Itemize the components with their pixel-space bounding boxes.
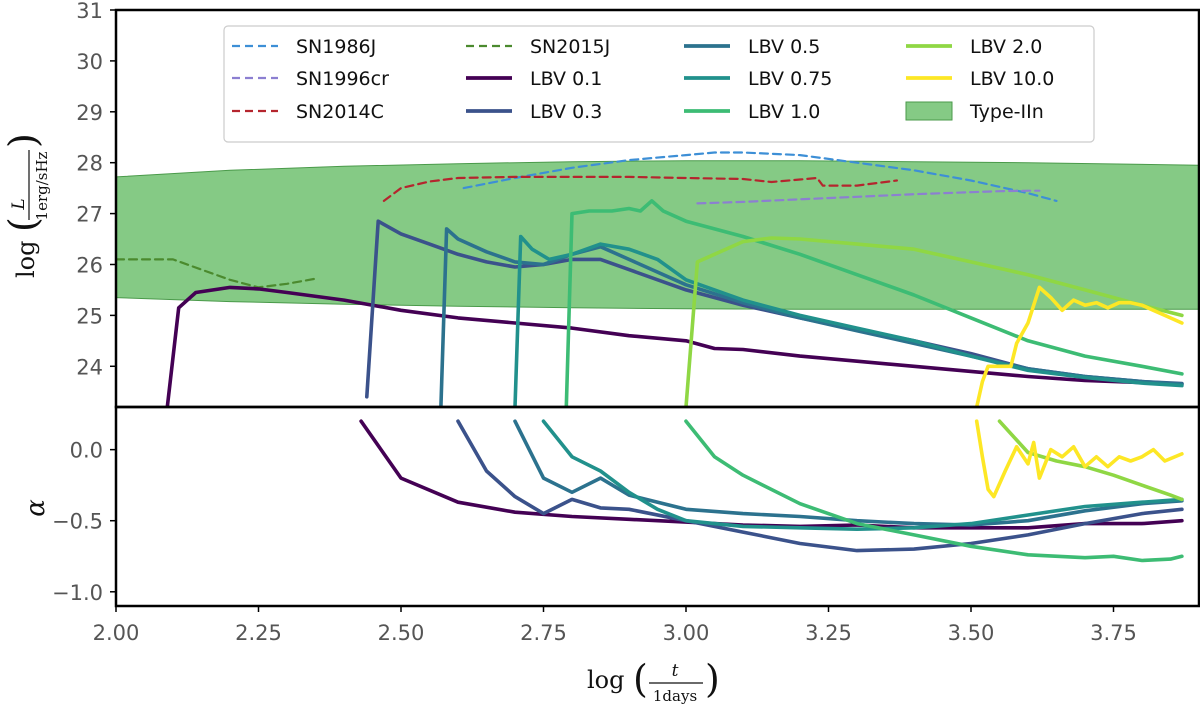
x-tick-label: 3.50 — [948, 621, 995, 645]
y-tick-label-alpha: 0.0 — [70, 439, 103, 463]
series-sn2014c — [382, 175, 899, 202]
luminosity-axis-denominator: 1erg/sHz — [33, 151, 51, 220]
y-tick-label-alpha: −0.5 — [52, 510, 103, 534]
alpha-axis-label: α — [21, 499, 51, 517]
luminosity-axis-right-paren: ) — [1, 133, 45, 148]
series-lbv-2-0 — [684, 236, 1184, 407]
y-tick-label-luminosity: 31 — [76, 0, 103, 23]
y-tick-label-alpha: −1.0 — [52, 581, 103, 605]
legend-label-lbv-10-0: LBV 10.0 — [970, 68, 1054, 90]
series-lbv-2-0-alpha — [997, 419, 1184, 502]
legend-label-lbv-1-0: LBV 1.0 — [748, 101, 820, 123]
x-tick-label: 3.00 — [663, 621, 710, 645]
alpha-series-layer — [359, 419, 1184, 563]
alpha-panel-frame — [114, 405, 1200, 608]
y-tick-label-luminosity: 26 — [76, 253, 103, 277]
series-sn1996cr — [696, 189, 1041, 205]
legend-label-sn1996cr: SN1996cr — [296, 68, 389, 90]
legend-label-lbv-0-1: LBV 0.1 — [530, 68, 602, 90]
x-tick-label: 3.75 — [1090, 621, 1137, 645]
axis-ticks: 2.00 2.25 2.50 2.75 3.00 3.25 3.50 3.75 24 25 26 27… — [52, 0, 1137, 645]
legend-label-lbv-0-3: LBV 0.3 — [530, 101, 602, 123]
y-tick-label-luminosity: 25 — [76, 304, 103, 328]
series-sn2015j — [116, 258, 317, 289]
series-lbv-1-0 — [564, 199, 1184, 407]
series-lbv-10-0 — [974, 285, 1184, 407]
series-lbv-0-75 — [513, 234, 1184, 407]
luminosity-series-layer — [116, 151, 1184, 407]
x-tick-label: 2.75 — [520, 621, 567, 645]
legend-label-lbv-2-0: LBV 2.0 — [970, 36, 1042, 58]
y-tick-label-luminosity: 27 — [76, 203, 103, 227]
series-lbv-1-0-alpha — [684, 419, 1184, 563]
series-lbv-0-75-alpha — [541, 419, 1184, 532]
y-tick-label-luminosity: 30 — [76, 50, 103, 74]
type-iin-band-layer — [116, 160, 1199, 310]
series-lbv-0-1 — [165, 285, 1184, 407]
time-axis-numerator: t — [672, 661, 679, 681]
time-axis-label: log ( t 1days ) — [587, 657, 720, 705]
x-tick-label: 2.50 — [378, 621, 425, 645]
x-tick-label: 3.25 — [805, 621, 852, 645]
y-tick-label-luminosity: 29 — [76, 101, 103, 125]
luminosity-axis-left-paren: ( — [1, 217, 45, 232]
y-tick-label-luminosity: 28 — [76, 152, 103, 176]
legend-label-lbv-0-5: LBV 0.5 — [748, 36, 820, 58]
time-axis-right-paren: ) — [705, 657, 720, 701]
legend-label-sn2014c: SN2014C — [296, 101, 384, 123]
series-lbv-0-5-alpha — [513, 419, 1184, 527]
luminosity-axis-numerator: L — [9, 198, 29, 210]
legend-label-lbv-0-75: LBV 0.75 — [748, 68, 832, 90]
legend: SN1986J SN1996cr SN2014C SN2015J LBV 0.1 LBV … — [223, 25, 1095, 143]
luminosity-axis-label: log ( L 1erg/sHz ) — [1, 133, 51, 278]
series-lbv-10-0-alpha — [974, 419, 1184, 499]
legend-label-sn1986j: SN1986J — [296, 36, 376, 58]
luminosity-axis-log-text: log — [12, 241, 40, 279]
legend-box — [223, 25, 1095, 143]
time-axis-left-paren: ( — [633, 657, 648, 701]
y-tick-label-luminosity: 24 — [76, 355, 103, 379]
time-axis-denominator: 1days — [653, 687, 697, 705]
type-iin-band — [116, 160, 1199, 310]
series-lbv-0-3-alpha — [456, 419, 1184, 553]
time-axis-log-text: log — [587, 666, 625, 694]
series-sn1986j — [462, 151, 1058, 202]
x-tick-label: 2.00 — [93, 621, 140, 645]
x-tick-label: 2.25 — [235, 621, 282, 645]
legend-label-type-iin: Type-IIn — [969, 101, 1044, 123]
legend-label-sn2015j: SN2015J — [530, 36, 610, 58]
legend-swatch-type-iin — [905, 101, 953, 121]
